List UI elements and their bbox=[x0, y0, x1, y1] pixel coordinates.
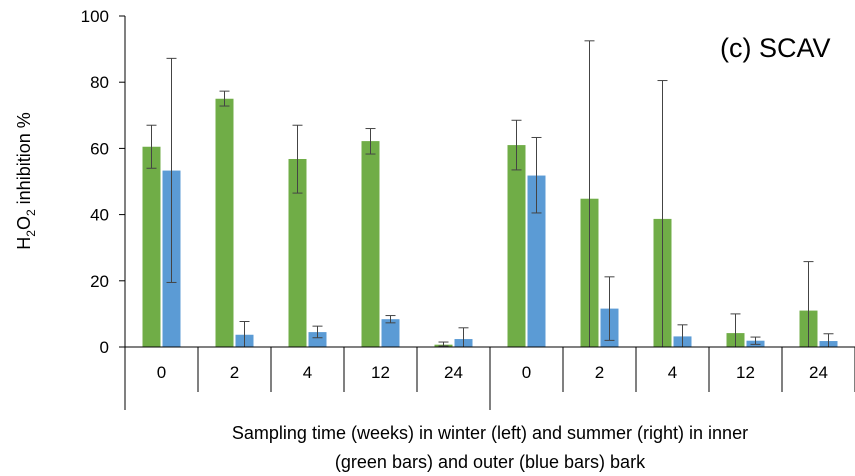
x-tick-label: 0 bbox=[157, 363, 166, 382]
chart-title: (c) SCAV bbox=[720, 33, 831, 63]
y-tick-label: 80 bbox=[90, 73, 109, 92]
y-tick-label: 0 bbox=[100, 338, 109, 357]
y-axis-label: H2O2 inhibition % bbox=[14, 112, 38, 249]
x-axis-label-line-2: (green bars) and outer (blue bars) bark bbox=[335, 452, 646, 472]
inner-bark-bar bbox=[142, 146, 161, 347]
error-bars bbox=[146, 40, 834, 348]
x-tick-label: 24 bbox=[444, 363, 463, 382]
y-axis bbox=[119, 15, 126, 348]
x-tick-label: 0 bbox=[522, 363, 531, 382]
outer-bark-bar bbox=[381, 319, 400, 347]
x-tick-label: 4 bbox=[668, 363, 677, 382]
x-tick-label: 24 bbox=[809, 363, 828, 382]
y-tick-label: 100 bbox=[81, 7, 109, 26]
x-tick-label: 12 bbox=[736, 363, 755, 382]
bars bbox=[142, 98, 838, 347]
inner-bark-bar bbox=[507, 145, 526, 347]
x-axis bbox=[124, 346, 855, 410]
inner-bark-bar bbox=[361, 141, 380, 347]
outer-bark-bar bbox=[527, 175, 546, 347]
inner-bark-bar bbox=[288, 158, 307, 347]
x-tick-labels: 0 2 4 12 24 0 2 4 12 24 bbox=[157, 363, 828, 382]
y-tick-label: 60 bbox=[90, 139, 109, 158]
x-tick-label: 2 bbox=[230, 363, 239, 382]
inner-bark-bar bbox=[215, 98, 234, 347]
y-tick-label: 20 bbox=[90, 272, 109, 291]
x-axis-label-line-1: Sampling time (weeks) in winter (left) a… bbox=[232, 423, 748, 443]
x-tick-label: 4 bbox=[303, 363, 312, 382]
x-tick-label: 2 bbox=[595, 363, 604, 382]
y-tick-label: 40 bbox=[90, 206, 109, 225]
y-tick-labels: 0 20 40 60 80 100 bbox=[81, 7, 109, 357]
x-tick-label: 12 bbox=[371, 363, 390, 382]
outer-bark-bar bbox=[308, 332, 327, 347]
